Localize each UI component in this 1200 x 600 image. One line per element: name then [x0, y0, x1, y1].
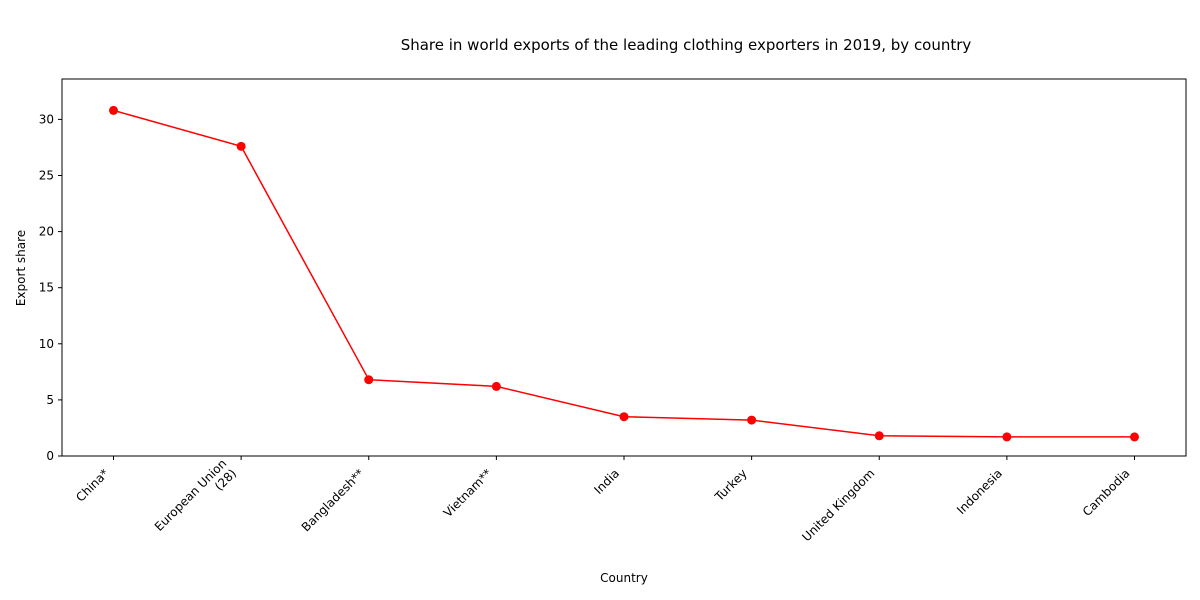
x-tick-label: Turkey — [712, 466, 750, 504]
y-tick-label: 15 — [39, 281, 54, 295]
x-tick-label: Bangladesh** — [299, 466, 367, 534]
data-point — [1130, 432, 1139, 442]
y-tick-label: 5 — [46, 393, 54, 407]
x-tick-label: India — [591, 466, 622, 497]
x-tick-label: Cambodia — [1080, 466, 1133, 519]
y-axis: 0 5 10 15 20 25 30 — [39, 112, 62, 463]
y-tick-label: 25 — [39, 168, 54, 182]
data-point — [619, 412, 629, 422]
data-point — [491, 381, 501, 391]
data-point — [874, 431, 884, 441]
data-point — [109, 105, 118, 115]
series-layer — [109, 105, 1139, 442]
y-tick-label: 0 — [46, 449, 54, 463]
y-tick-label: 30 — [39, 112, 54, 126]
y-axis-label: Export share — [14, 230, 28, 306]
data-point — [364, 375, 374, 385]
x-tick-label: European Union(28) — [152, 456, 239, 543]
x-axis: China* European Union(28) Bangladesh** Viet… — [73, 456, 1135, 544]
x-tick-label: Vietnam** — [441, 466, 495, 520]
x-tick-label: Indonesia — [954, 466, 1005, 517]
y-tick-label: 10 — [39, 337, 54, 351]
y-tick-label: 20 — [39, 225, 54, 239]
data-point — [236, 141, 246, 151]
series-line — [113, 109, 1135, 438]
plot-area — [61, 78, 1187, 457]
x-tick-label: China* — [73, 466, 111, 504]
x-tick-label: United Kingdom — [799, 466, 877, 544]
data-point — [747, 415, 757, 425]
data-point — [1002, 432, 1012, 442]
chart-title: Share in world exports of the leading cl… — [401, 36, 972, 54]
x-axis-label: Country — [600, 571, 648, 585]
